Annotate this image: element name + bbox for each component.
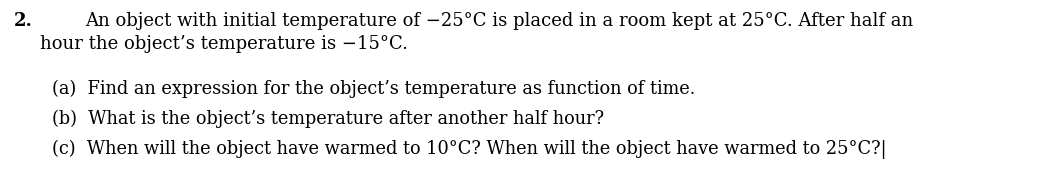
Text: (c)  When will the object have warmed to 10°C? When will the object have warmed : (c) When will the object have warmed to …: [52, 140, 887, 159]
Text: hour the object’s temperature is −15°C.: hour the object’s temperature is −15°C.: [40, 35, 408, 53]
Text: 2.: 2.: [14, 12, 32, 30]
Text: (b)  What is the object’s temperature after another half hour?: (b) What is the object’s temperature aft…: [52, 110, 605, 128]
Text: An object with initial temperature of −25°C is placed in a room kept at 25°C. Af: An object with initial temperature of −2…: [85, 12, 913, 30]
Text: (a)  Find an expression for the object’s temperature as function of time.: (a) Find an expression for the object’s …: [52, 80, 696, 98]
